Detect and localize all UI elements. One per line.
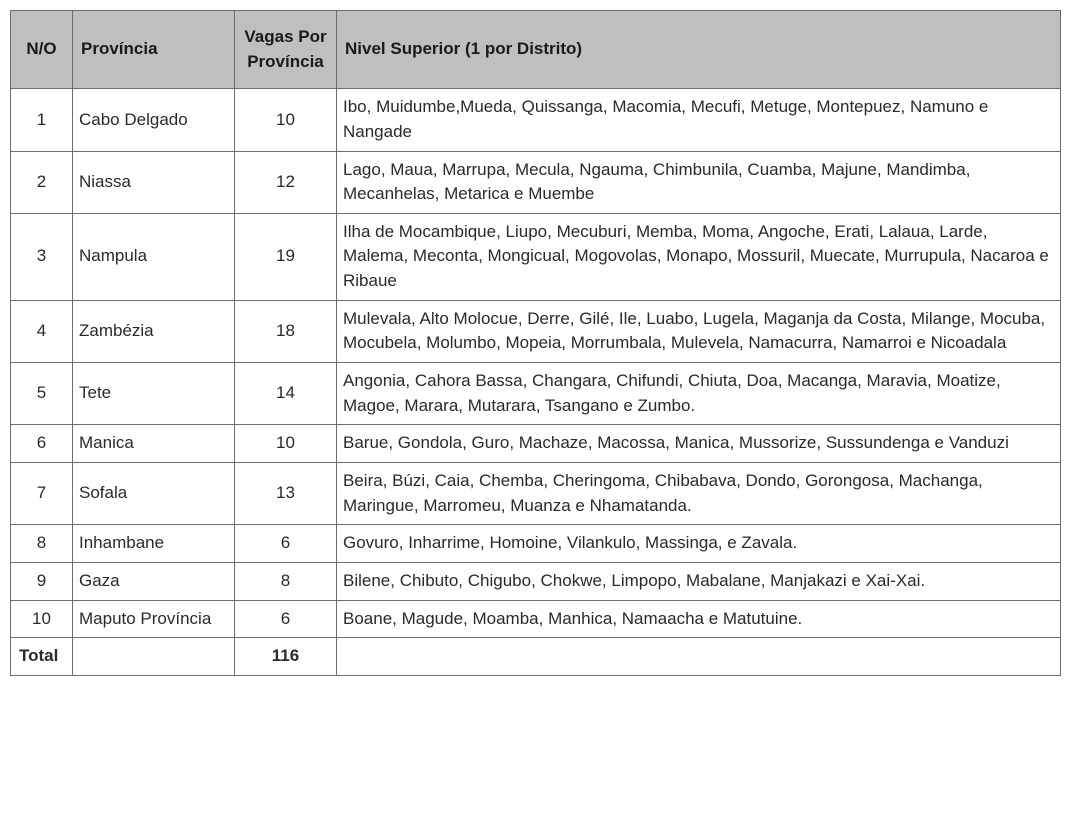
cell-no: 10 (11, 600, 73, 638)
cell-distritos: Mulevala, Alto Molocue, Derre, Gilé, Ile… (337, 300, 1061, 362)
header-provincia: Província (73, 11, 235, 89)
cell-provincia: Zambézia (73, 300, 235, 362)
cell-no: 5 (11, 363, 73, 425)
cell-vagas: 6 (235, 525, 337, 563)
cell-distritos: Barue, Gondola, Guro, Machaze, Macossa, … (337, 425, 1061, 463)
total-provincia (73, 638, 235, 676)
cell-distritos: Govuro, Inharrime, Homoine, Vilankulo, M… (337, 525, 1061, 563)
cell-distritos: Bilene, Chibuto, Chigubo, Chokwe, Limpop… (337, 562, 1061, 600)
table-row: 6 Manica 10 Barue, Gondola, Guro, Machaz… (11, 425, 1061, 463)
cell-vagas: 8 (235, 562, 337, 600)
cell-distritos: Boane, Magude, Moamba, Manhica, Namaacha… (337, 600, 1061, 638)
cell-provincia: Tete (73, 363, 235, 425)
table-row: 2 Niassa 12 Lago, Maua, Marrupa, Mecula,… (11, 151, 1061, 213)
header-vagas: Vagas Por Província (235, 11, 337, 89)
cell-no: 6 (11, 425, 73, 463)
cell-vagas: 6 (235, 600, 337, 638)
header-no: N/O (11, 11, 73, 89)
table-total-row: Total 116 (11, 638, 1061, 676)
cell-distritos: Lago, Maua, Marrupa, Mecula, Ngauma, Chi… (337, 151, 1061, 213)
cell-vagas: 10 (235, 89, 337, 151)
cell-provincia: Nampula (73, 213, 235, 300)
table-row: 5 Tete 14 Angonia, Cahora Bassa, Changar… (11, 363, 1061, 425)
cell-vagas: 14 (235, 363, 337, 425)
cell-distritos: Ibo, Muidumbe,Mueda, Quissanga, Macomia,… (337, 89, 1061, 151)
total-vagas: 116 (235, 638, 337, 676)
table-row: 8 Inhambane 6 Govuro, Inharrime, Homoine… (11, 525, 1061, 563)
cell-no: 2 (11, 151, 73, 213)
cell-provincia: Sofala (73, 462, 235, 524)
table-row: 10 Maputo Província 6 Boane, Magude, Moa… (11, 600, 1061, 638)
cell-vagas: 18 (235, 300, 337, 362)
cell-provincia: Gaza (73, 562, 235, 600)
cell-no: 9 (11, 562, 73, 600)
cell-distritos: Ilha de Mocambique, Liupo, Mecuburi, Mem… (337, 213, 1061, 300)
total-label: Total (11, 638, 73, 676)
table-row: 3 Nampula 19 Ilha de Mocambique, Liupo, … (11, 213, 1061, 300)
cell-vagas: 10 (235, 425, 337, 463)
table-row: 1 Cabo Delgado 10 Ibo, Muidumbe,Mueda, Q… (11, 89, 1061, 151)
cell-distritos: Angonia, Cahora Bassa, Changara, Chifund… (337, 363, 1061, 425)
cell-provincia: Niassa (73, 151, 235, 213)
table-header: N/O Província Vagas Por Província Nivel … (11, 11, 1061, 89)
cell-provincia: Inhambane (73, 525, 235, 563)
cell-no: 7 (11, 462, 73, 524)
cell-no: 4 (11, 300, 73, 362)
cell-vagas: 13 (235, 462, 337, 524)
cell-vagas: 12 (235, 151, 337, 213)
table-body: 1 Cabo Delgado 10 Ibo, Muidumbe,Mueda, Q… (11, 89, 1061, 676)
cell-provincia: Manica (73, 425, 235, 463)
vacancies-table: N/O Província Vagas Por Província Nivel … (10, 10, 1061, 676)
table-row: 9 Gaza 8 Bilene, Chibuto, Chigubo, Chokw… (11, 562, 1061, 600)
cell-vagas: 19 (235, 213, 337, 300)
cell-no: 1 (11, 89, 73, 151)
header-distritos: Nivel Superior (1 por Distrito) (337, 11, 1061, 89)
cell-provincia: Maputo Província (73, 600, 235, 638)
table-row: 7 Sofala 13 Beira, Búzi, Caia, Chemba, C… (11, 462, 1061, 524)
total-distritos (337, 638, 1061, 676)
cell-provincia: Cabo Delgado (73, 89, 235, 151)
cell-distritos: Beira, Búzi, Caia, Chemba, Cheringoma, C… (337, 462, 1061, 524)
cell-no: 8 (11, 525, 73, 563)
cell-no: 3 (11, 213, 73, 300)
table-row: 4 Zambézia 18 Mulevala, Alto Molocue, De… (11, 300, 1061, 362)
